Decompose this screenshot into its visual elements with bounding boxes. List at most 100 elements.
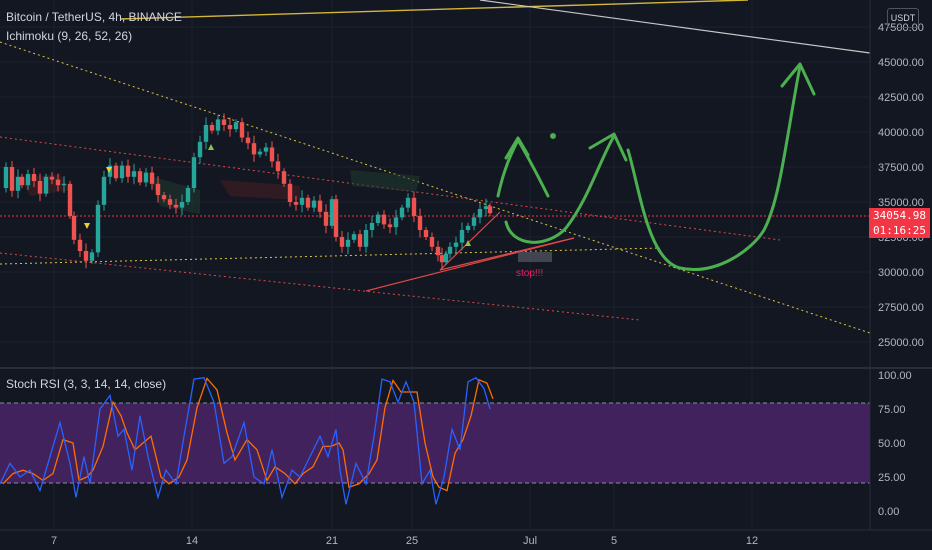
- time-tick-label: 21: [326, 535, 338, 547]
- candle-body: [19, 176, 25, 186]
- white-trendline[interactable]: [479, 0, 871, 54]
- candle-body: [375, 214, 381, 223]
- green-arrowhead-1: [504, 136, 530, 160]
- candle-body: [119, 165, 125, 179]
- candle-body: [25, 174, 31, 186]
- candle-body: [323, 211, 329, 226]
- time-tick-label: 5: [611, 535, 617, 547]
- time-tick-label: 25: [406, 535, 418, 547]
- candle-body: [3, 167, 9, 188]
- candle-body: [173, 204, 179, 208]
- grid: [0, 0, 870, 530]
- time-tick-label: 14: [186, 535, 198, 547]
- yellow-dotted-support-line[interactable]: [0, 247, 661, 265]
- stoch-rsi-legend[interactable]: Stoch RSI (3, 3, 14, 14, close): [6, 377, 167, 391]
- yellow-down-marker: [84, 223, 90, 229]
- candle-body: [447, 246, 453, 254]
- candle-body: [71, 216, 77, 240]
- candle-body: [89, 252, 95, 261]
- candle-body: [203, 125, 209, 142]
- symbol-title[interactable]: Bitcoin / TetherUS, 4h, BINANCE: [6, 10, 182, 24]
- candle-body: [113, 165, 119, 179]
- green-up-marker: [465, 240, 471, 246]
- candle-body: [209, 125, 215, 131]
- green-dot: [550, 133, 556, 139]
- candles[interactable]: [3, 113, 493, 270]
- candle-body: [263, 147, 269, 152]
- stoch-tick-label: 75.00: [878, 404, 906, 416]
- drawings[interactable]: stop!!!: [0, 0, 871, 334]
- candle-body: [293, 202, 299, 205]
- green-arrowhead-2: [588, 132, 628, 162]
- stoch-axis[interactable]: 100.00 75.00 50.00 25.00 0.00: [878, 370, 912, 518]
- candle-body: [439, 255, 445, 263]
- green-up-marker: [208, 144, 214, 150]
- candle-body: [131, 171, 137, 177]
- candle-body: [137, 171, 143, 183]
- price-tick-label: 42500.00: [878, 92, 924, 104]
- candle-body: [333, 199, 339, 237]
- candle-body: [387, 224, 393, 228]
- red-dotted-channel-lower[interactable]: [0, 252, 641, 321]
- candle-body: [393, 217, 399, 228]
- yellow-dotted-descending-line[interactable]: [0, 41, 871, 334]
- green-curve-2: [504, 134, 616, 244]
- candle-body: [215, 119, 221, 131]
- yellow-down-marker: [106, 167, 112, 173]
- candle-body: [197, 141, 203, 158]
- candle-body: [345, 239, 351, 247]
- candle-body: [465, 225, 471, 230]
- price-axis[interactable]: 47500.0045000.0042500.0040000.0037500.00…: [878, 22, 924, 349]
- candle-body: [487, 206, 493, 214]
- candle-body: [417, 216, 423, 230]
- red-dotted-channel-upper[interactable]: [0, 136, 781, 241]
- candle-body: [185, 188, 191, 202]
- cloud-segment: [220, 180, 300, 200]
- candle-body: [191, 157, 197, 188]
- price-tick-label: 27500.00: [878, 302, 924, 314]
- candle-body: [245, 137, 251, 144]
- stoch-band: [0, 403, 870, 483]
- candle-body: [125, 165, 131, 177]
- price-tick-label: 37500.00: [878, 162, 924, 174]
- candle-body: [363, 230, 369, 247]
- candle-body: [67, 183, 73, 216]
- green-curve-3: [626, 64, 802, 271]
- yellow-trendline-top[interactable]: [119, 0, 749, 20]
- red-wedge-rising[interactable]: [439, 211, 501, 271]
- currency-button[interactable]: USDT: [887, 8, 919, 28]
- price-tick-label: 40000.00: [878, 127, 924, 139]
- candle-body: [411, 197, 417, 216]
- time-tick-label: 7: [51, 535, 57, 547]
- candle-body: [55, 179, 61, 186]
- candle-body: [269, 147, 275, 162]
- green-projection[interactable]: [496, 62, 816, 271]
- price-tick-label: 35000.00: [878, 197, 924, 209]
- candle-body: [43, 176, 49, 194]
- stoch-d-line: [2, 377, 494, 492]
- candle-body: [37, 181, 43, 194]
- stoch-pane[interactable]: [0, 367, 932, 505]
- candle-body: [161, 195, 167, 200]
- stop-zone[interactable]: [518, 252, 552, 262]
- candle-body: [9, 167, 15, 191]
- candle-body: [423, 230, 429, 237]
- time-axis[interactable]: 7 14 21 25 Jul 5 12: [51, 535, 758, 547]
- candle-body: [83, 251, 89, 261]
- candle-body: [179, 202, 185, 208]
- candle-body: [227, 125, 233, 130]
- candle-body: [281, 171, 287, 184]
- candle-body: [405, 197, 411, 208]
- candle-body: [443, 253, 449, 263]
- candle-body: [369, 223, 375, 230]
- candle-body: [339, 237, 345, 247]
- red-wedge-flat[interactable]: [439, 237, 575, 271]
- candle-body: [429, 237, 435, 247]
- stoch-k-line: [0, 376, 491, 505]
- candle-body: [329, 199, 335, 226]
- candle-body: [233, 122, 239, 130]
- candle-body: [311, 200, 317, 208]
- ichimoku-legend[interactable]: Ichimoku (9, 26, 52, 26): [6, 29, 133, 43]
- candle-body: [61, 183, 67, 186]
